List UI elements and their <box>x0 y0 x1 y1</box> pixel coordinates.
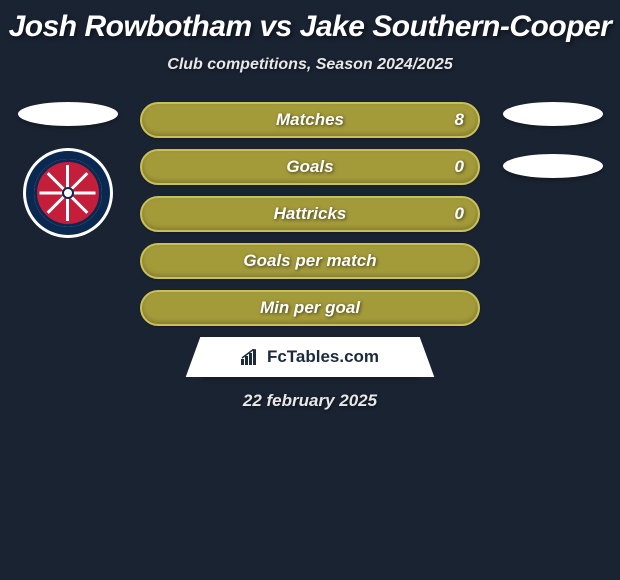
player2-club-placeholder <box>503 154 603 178</box>
stat-bar: Matches 8 <box>140 102 480 138</box>
player1-photo-placeholder <box>18 102 118 126</box>
snapshot-date: 22 february 2025 <box>0 391 620 411</box>
brand-badge: FcTables.com <box>202 337 418 377</box>
comparison-content: Matches 8 Goals 0 Hattricks 0 Goals per match M… <box>0 102 620 326</box>
stat-bar: Goals per match <box>140 243 480 279</box>
left-player-column <box>10 102 125 238</box>
stat-bar: Hattricks 0 <box>140 196 480 232</box>
stat-value: 8 <box>455 110 464 130</box>
stat-label: Matches <box>276 110 344 130</box>
stat-value: 0 <box>455 204 464 224</box>
stat-value: 0 <box>455 157 464 177</box>
player1-club-badge <box>23 148 113 238</box>
brand-text: FcTables.com <box>267 347 379 367</box>
brand-chart-icon <box>241 349 261 365</box>
stats-container: Matches 8 Goals 0 Hattricks 0 Goals per match M… <box>140 102 480 326</box>
stat-bar: Min per goal <box>140 290 480 326</box>
stat-label: Hattricks <box>274 204 347 224</box>
right-player-column <box>495 102 610 200</box>
stat-label: Min per goal <box>260 298 360 318</box>
player2-photo-placeholder <box>503 102 603 126</box>
stat-label: Goals <box>286 157 333 177</box>
comparison-title: Josh Rowbotham vs Jake Southern-Cooper <box>0 0 620 44</box>
stat-bar: Goals 0 <box>140 149 480 185</box>
season-subtitle: Club competitions, Season 2024/2025 <box>0 56 620 74</box>
stat-label: Goals per match <box>243 251 376 271</box>
